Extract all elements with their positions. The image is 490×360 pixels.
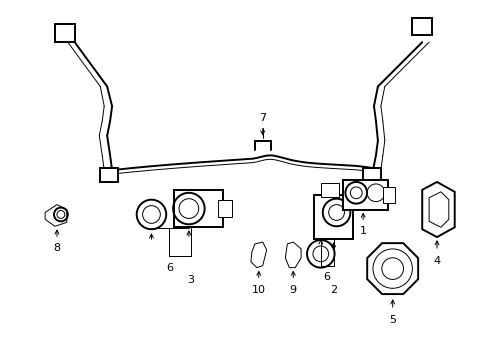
Text: 5: 5 xyxy=(389,315,396,325)
Bar xyxy=(219,200,232,217)
Text: 3: 3 xyxy=(187,275,195,285)
Bar xyxy=(321,183,339,197)
Bar xyxy=(100,168,118,182)
Polygon shape xyxy=(45,204,67,226)
Bar xyxy=(413,18,432,35)
Bar xyxy=(383,187,394,203)
Bar xyxy=(174,190,223,227)
Polygon shape xyxy=(285,242,301,267)
Text: 9: 9 xyxy=(290,285,297,295)
Polygon shape xyxy=(367,243,418,294)
Text: 7: 7 xyxy=(259,113,266,123)
Text: 10: 10 xyxy=(252,285,266,295)
Bar xyxy=(314,195,353,239)
Text: 6: 6 xyxy=(323,273,330,283)
Polygon shape xyxy=(422,182,455,237)
Polygon shape xyxy=(251,242,267,267)
Text: 6: 6 xyxy=(167,263,173,273)
Polygon shape xyxy=(429,192,449,227)
Bar xyxy=(55,24,74,42)
Text: 1: 1 xyxy=(360,226,367,236)
Text: 8: 8 xyxy=(53,243,60,253)
Text: 4: 4 xyxy=(434,256,441,266)
Text: 2: 2 xyxy=(330,285,337,295)
Bar xyxy=(363,168,381,182)
Bar xyxy=(343,180,388,210)
